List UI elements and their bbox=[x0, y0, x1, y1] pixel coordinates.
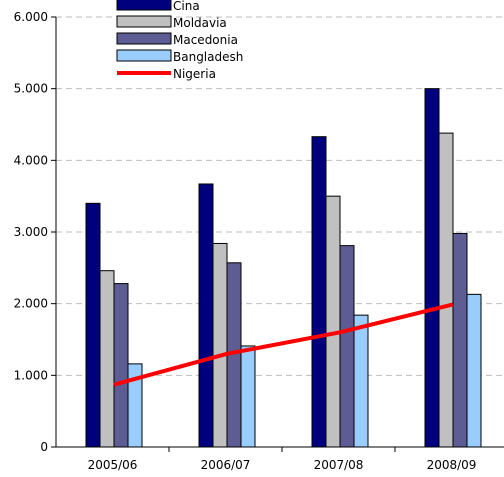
x-tick-label: 2008/09 bbox=[427, 458, 477, 472]
bar-bangladesh-2007-08 bbox=[353, 314, 369, 448]
bar-macedonia-2005-06 bbox=[113, 283, 129, 448]
bar-moldavia-2008-09 bbox=[438, 132, 454, 448]
bar-cina-2006-07 bbox=[198, 183, 214, 448]
legend-label-moldavia: Moldavia bbox=[173, 16, 227, 30]
y-tick-label: 4.000 bbox=[14, 153, 48, 167]
legend-label-nigeria: Nigeria bbox=[173, 67, 216, 81]
tick-labels: 0 1.000 2.000 3.000 4.000 5.000 6.000 2005/06 20… bbox=[14, 10, 477, 472]
y-tick-label: 0 bbox=[40, 440, 48, 454]
x-tick-label: 2005/06 bbox=[88, 458, 138, 472]
bar-cina-2007-08 bbox=[311, 136, 327, 448]
y-tick-label: 2.000 bbox=[14, 297, 48, 311]
legend-label-bangladesh: Bangladesh bbox=[173, 50, 243, 64]
y-tick-label: 3.000 bbox=[14, 225, 48, 239]
legend-label-cina: Cina bbox=[173, 0, 200, 13]
x-tick-label: 2007/08 bbox=[314, 458, 364, 472]
legend-label-macedonia: Macedonia bbox=[173, 33, 238, 47]
bar-moldavia-2006-07 bbox=[212, 242, 228, 448]
bar-bangladesh-2008-09 bbox=[466, 293, 482, 448]
legend: Cina Moldavia Macedonia Bangladesh Nigeria bbox=[116, 0, 243, 81]
legend-swatch-moldavia bbox=[116, 15, 172, 28]
bar-moldavia-2005-06 bbox=[99, 270, 115, 448]
legend-swatch-cina bbox=[116, 0, 172, 11]
bars bbox=[85, 88, 482, 448]
x-tick-label: 2006/07 bbox=[201, 458, 251, 472]
bar-bangladesh-2005-06 bbox=[127, 363, 143, 448]
bar-moldavia-2007-08 bbox=[325, 195, 341, 448]
line-nigeria bbox=[113, 302, 454, 387]
lines bbox=[113, 302, 454, 387]
legend-swatch-bangladesh bbox=[116, 49, 172, 62]
bar-bangladesh-2006-07 bbox=[240, 345, 256, 448]
bar-cina-2005-06 bbox=[85, 202, 101, 448]
bar-cina-2008-09 bbox=[424, 88, 440, 448]
y-tick-label: 6.000 bbox=[14, 10, 48, 24]
y-tick-label: 5.000 bbox=[14, 82, 48, 96]
bar-macedonia-2007-08 bbox=[339, 245, 355, 448]
bar-macedonia-2008-09 bbox=[452, 232, 468, 448]
y-tick-label: 1.000 bbox=[14, 368, 48, 382]
legend-swatch-macedonia bbox=[116, 32, 172, 45]
